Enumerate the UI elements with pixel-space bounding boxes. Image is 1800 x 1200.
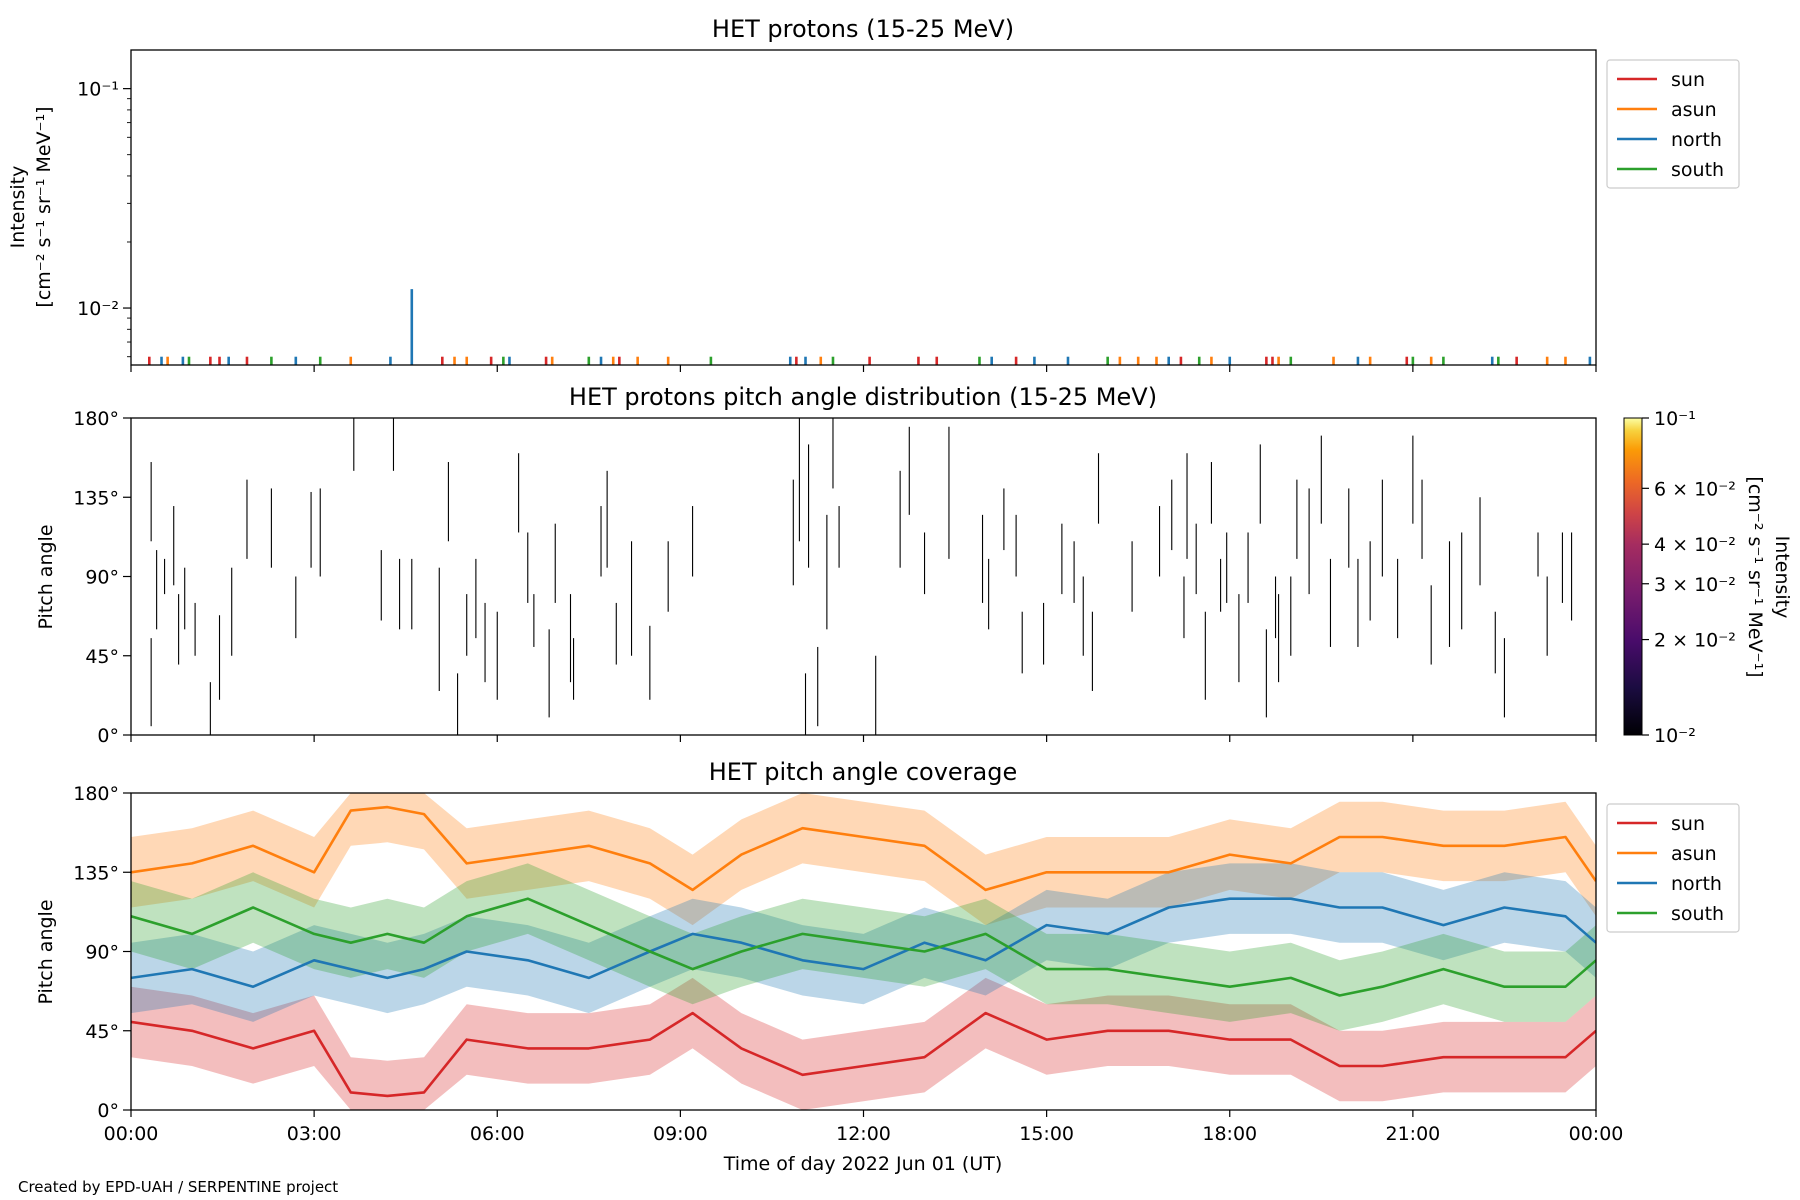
panel2-x-ticks — [130, 735, 1597, 742]
x-axis-label: Time of day 2022 Jun 01 (UT) — [723, 1153, 1003, 1175]
coverage-line-asun — [131, 805, 1596, 892]
panel2-title: HET protons pitch angle distribution (15… — [569, 383, 1157, 411]
y-tick-label: 180° — [73, 408, 119, 430]
colorbar-tick-label: 2 × 10⁻² — [1654, 630, 1736, 652]
legend-box — [1606, 59, 1740, 189]
coverage-band-south — [131, 863, 1596, 1031]
legend-label-asun: asun — [1671, 99, 1717, 121]
panel3-y-axis: 0° 45° 90° 135° 180° — [73, 783, 131, 1122]
panel3-x-axis: 00:00 03:00 06:00 09:00 12:00 15:00 18:00 21:00… — [104, 1110, 1624, 1145]
x-tick-label: 06:00 — [470, 1123, 525, 1145]
x-tick-label: 15:00 — [1019, 1123, 1074, 1145]
panel1-ylabel-line2: [cm⁻² s⁻¹ sr⁻¹ MeV⁻¹] — [33, 106, 55, 307]
panel2-frame — [130, 417, 1597, 736]
legend-label-sun: sun — [1671, 813, 1705, 835]
panel1-x-ticks — [130, 365, 1597, 372]
y-tick-label: 10⁻² — [77, 298, 119, 320]
y-tick-label: 10⁻¹ — [77, 79, 119, 101]
legend-box — [1606, 803, 1740, 933]
panel-intensity: HET protons (15-25 MeV) 10⁻¹ 10⁻² Intensi… — [7, 15, 1740, 372]
colorbar-tick-label: 3 × 10⁻² — [1654, 574, 1736, 596]
panel-pitch-angle-distribution: HET protons pitch angle distribution (15… — [35, 383, 1793, 747]
coverage-line-south — [131, 897, 1596, 997]
panel1-y-axis: 10⁻¹ 10⁻² — [77, 79, 131, 358]
y-tick-label: 45° — [85, 1021, 119, 1043]
y-tick-label: 90° — [85, 567, 119, 589]
x-tick-label: 09:00 — [653, 1123, 708, 1145]
colorbar-tick-label: 4 × 10⁻² — [1654, 534, 1736, 556]
colorbar-label-line2: [cm⁻² s⁻¹ sr⁻¹ MeV⁻¹] — [1744, 476, 1766, 677]
y-tick-label: 45° — [85, 646, 119, 668]
legend-label-sun: sun — [1671, 69, 1705, 91]
legend-label-north: north — [1671, 129, 1722, 151]
panel3-plot-area — [131, 793, 1596, 1110]
y-tick-label: 180° — [73, 783, 119, 805]
y-tick-label: 135° — [73, 862, 119, 884]
y-tick-label: 90° — [85, 942, 119, 964]
colorbar-ticks: 10⁻¹ 6 × 10⁻² 4 × 10⁻² 3 × 10⁻² 2 × 10⁻² 10⁻² — [1642, 408, 1736, 747]
x-tick-label: 18:00 — [1202, 1123, 1257, 1145]
panel1-title: HET protons (15-25 MeV) — [712, 15, 1014, 43]
coverage-line-sun — [131, 1011, 1596, 1098]
coverage-band-sun — [131, 977, 1596, 1110]
x-tick-label: 03:00 — [287, 1123, 342, 1145]
x-tick-label: 21:00 — [1385, 1123, 1440, 1145]
coverage-band-asun — [131, 793, 1596, 926]
colorbar-tick-label: 10⁻² — [1654, 725, 1696, 747]
y-tick-label: 0° — [97, 1100, 119, 1122]
coverage-line-north — [131, 897, 1596, 989]
legend-label-south: south — [1671, 903, 1724, 925]
colorbar-tick-label: 6 × 10⁻² — [1654, 478, 1736, 500]
legend-label-south: south — [1671, 159, 1724, 181]
x-tick-label: 00:00 — [104, 1123, 159, 1145]
panel1-ylabel-line1: Intensity — [7, 166, 29, 249]
x-tick-label: 00:00 — [1569, 1123, 1624, 1145]
y-tick-label: 135° — [73, 487, 119, 509]
panel-pitch-angle-coverage: HET pitch angle coverage 0° 45° 90° 135° 180… — [35, 758, 1740, 1175]
panel3-title: HET pitch angle coverage — [709, 758, 1017, 786]
panel1-plot-area — [148, 289, 1592, 365]
legend-label-asun: asun — [1671, 843, 1717, 865]
panel1-legend: sun asun north south — [1606, 59, 1740, 189]
y-tick-label: 0° — [97, 725, 119, 747]
legend-label-north: north — [1671, 873, 1722, 895]
credit-text: Created by EPD-UAH / SERPENTINE project — [18, 1178, 338, 1196]
colorbar-tick-label: 10⁻¹ — [1654, 408, 1696, 430]
panel1-frame — [130, 49, 1597, 366]
colorbar — [1623, 417, 1643, 736]
panel3-ylabel: Pitch angle — [35, 899, 57, 1004]
panel2-plot-area — [150, 418, 1573, 735]
colorbar-label-line1: Intensity — [1771, 536, 1793, 619]
panel2-ylabel: Pitch angle — [35, 524, 57, 629]
panel2-y-axis: 0° 45° 90° 135° 180° — [73, 408, 131, 747]
panel3-legend: sun asun north south — [1606, 803, 1740, 933]
x-tick-label: 12:00 — [836, 1123, 891, 1145]
